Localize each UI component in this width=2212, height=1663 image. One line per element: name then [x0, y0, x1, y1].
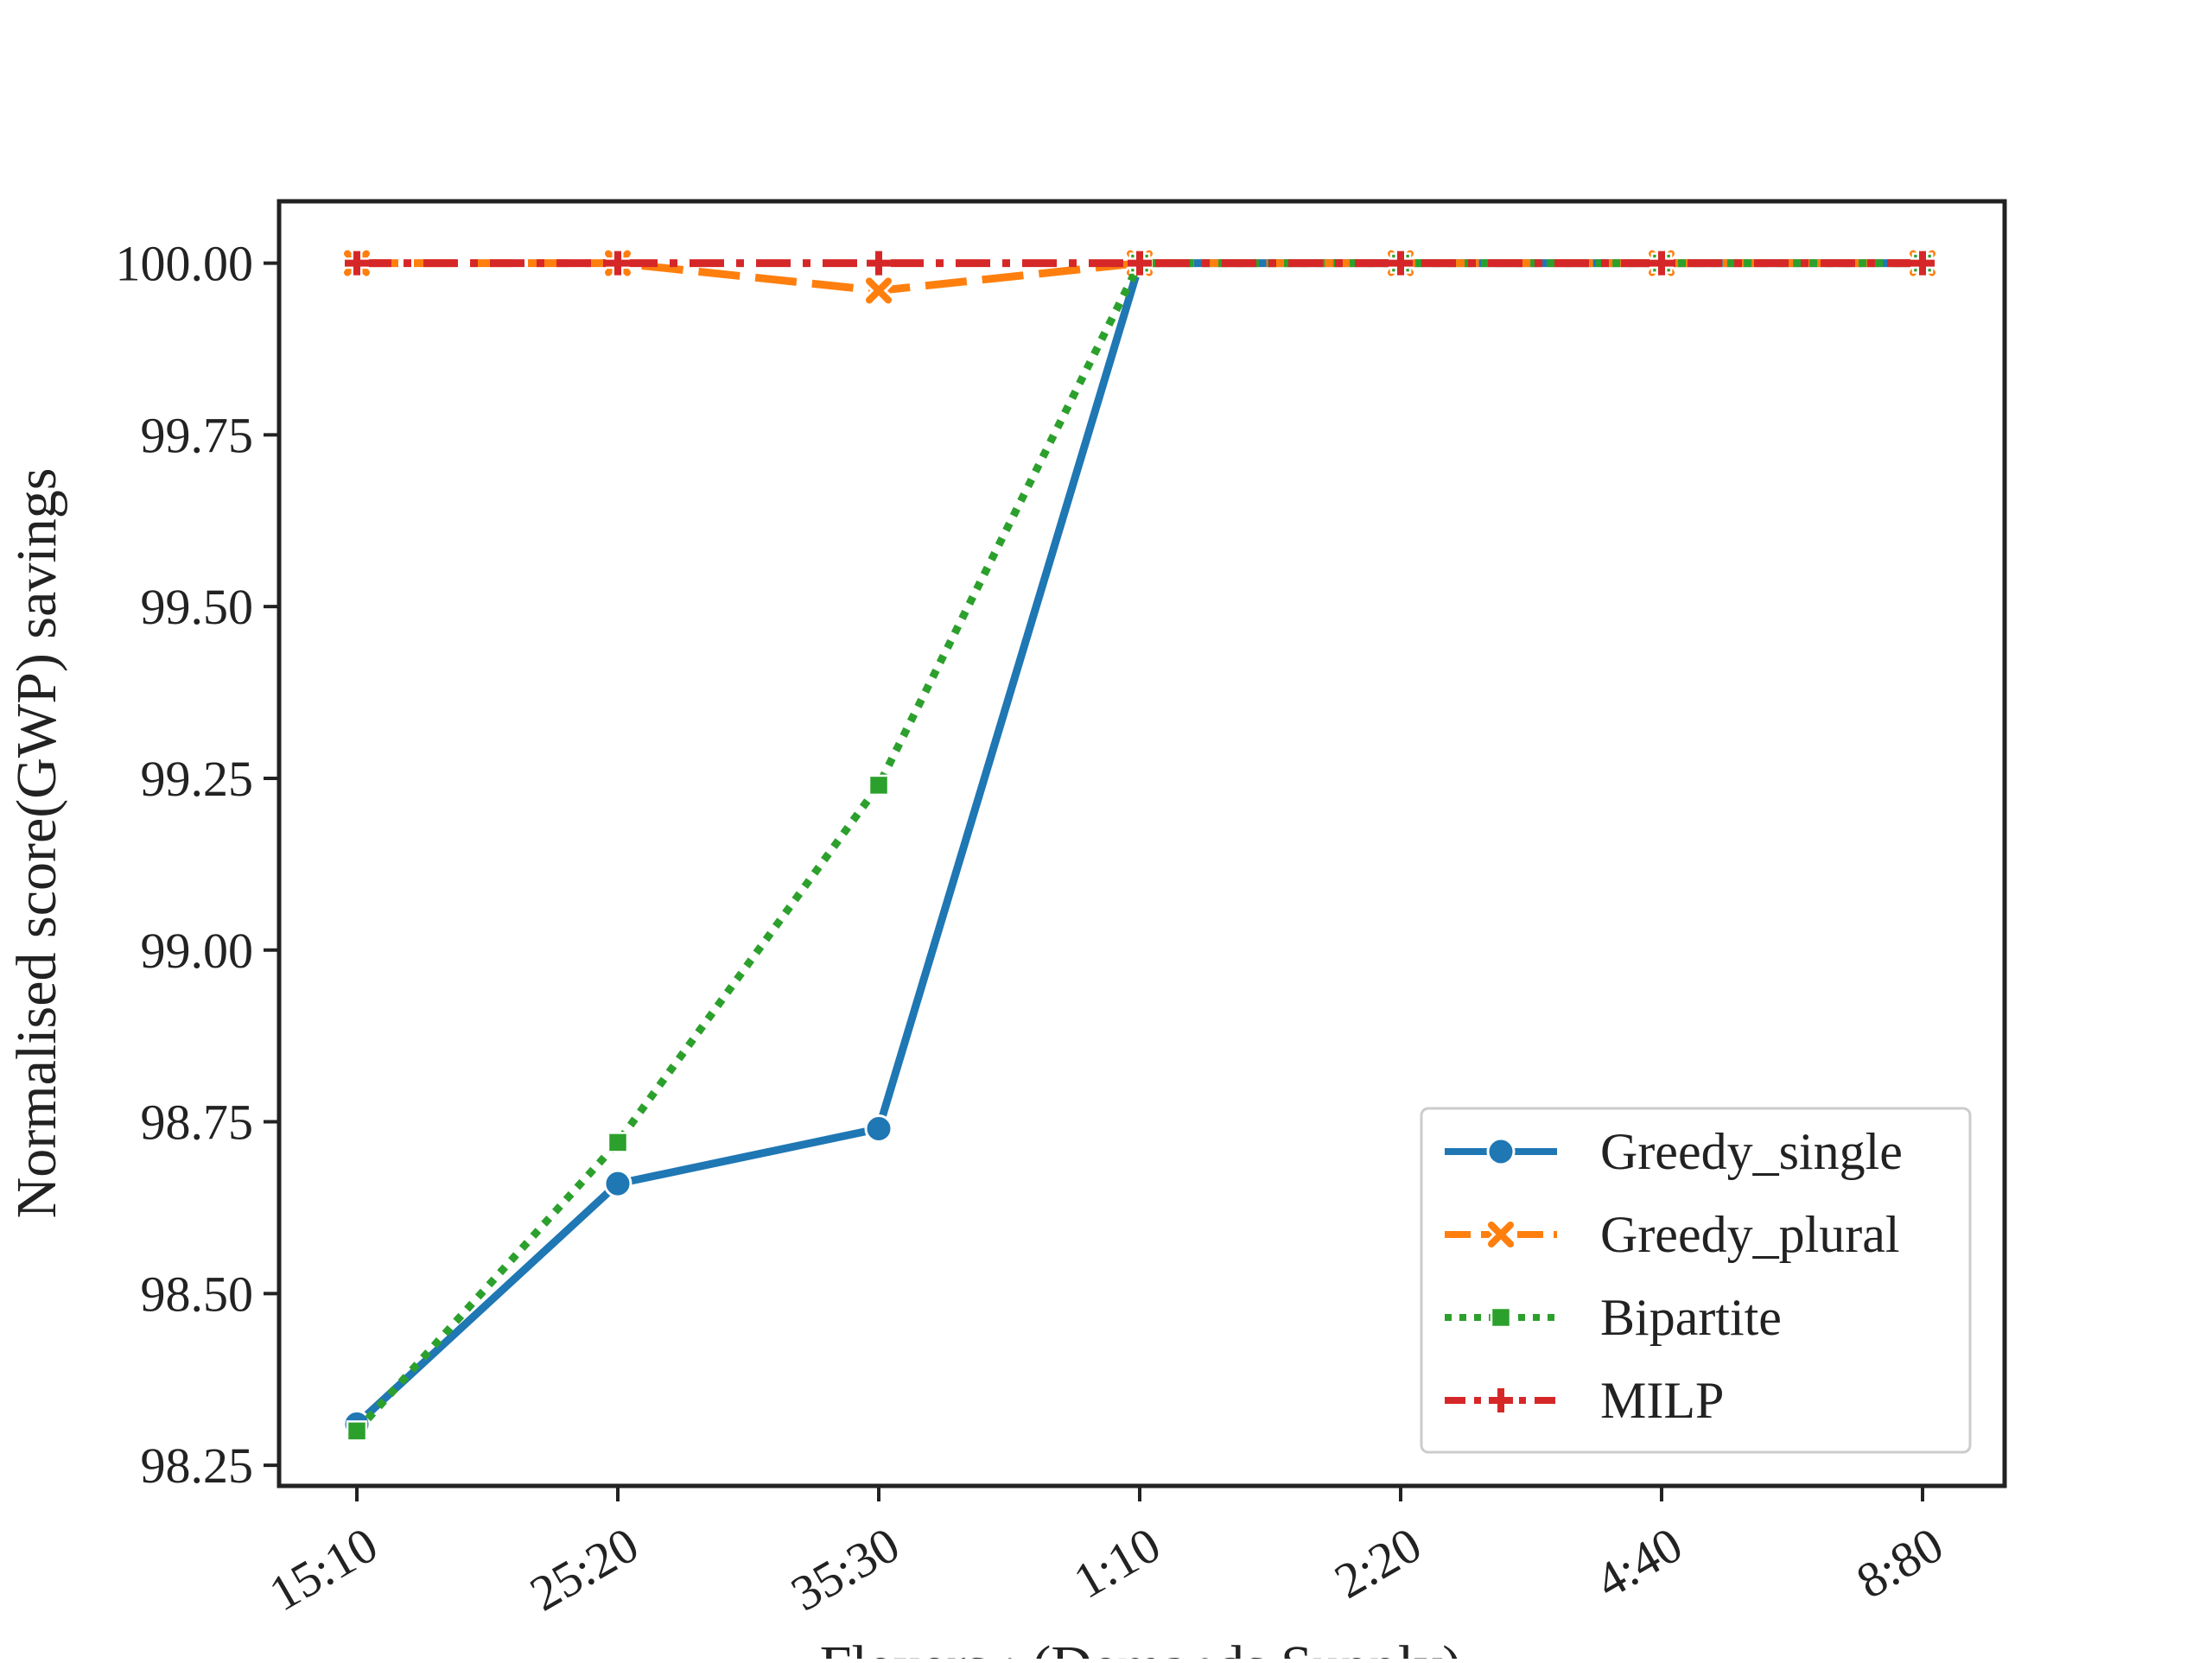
- x-tick-label-6: 8:80: [1847, 1516, 1953, 1609]
- y-tick-label-0: 98.25: [141, 1438, 254, 1494]
- legend: Greedy_single Greedy_plural Bipartite MILP: [1420, 1107, 1972, 1454]
- x-axis-label: Flexers : (Demands,Supply): [820, 1634, 1461, 1659]
- y-tick-label-3: 99.00: [141, 923, 254, 979]
- y-axis-label: Normalised score(GWP) savings: [5, 468, 68, 1219]
- y-tick-label-4: 99.25: [141, 751, 254, 807]
- y-tick-label-2: 98.75: [141, 1095, 254, 1151]
- legend-marker-bipartite: [1490, 1306, 1512, 1329]
- y-tick-label-5: 99.50: [141, 579, 254, 635]
- legend-marker-greedy-single: [1486, 1137, 1516, 1166]
- legend-label-greedy-single: Greedy_single: [1600, 1123, 1903, 1180]
- x-tick-label-5: 4:40: [1586, 1516, 1692, 1609]
- data-point-milp-1: [606, 251, 630, 276]
- data-point-milp-3: [1128, 251, 1152, 276]
- data-point-milp-2: [867, 251, 891, 276]
- data-point-bipartite-1: [607, 1132, 629, 1153]
- legend-label-greedy-plural: Greedy_plural: [1600, 1206, 1900, 1263]
- legend-label-bipartite: Bipartite: [1600, 1289, 1782, 1346]
- data-point-bipartite-0: [346, 1420, 368, 1442]
- data-point-greedy-single-2: [864, 1114, 893, 1144]
- y-tick-label-1: 98.50: [141, 1266, 254, 1322]
- x-tick-label-4: 2:20: [1325, 1516, 1431, 1609]
- x-tick-label-1: 25:20: [521, 1516, 648, 1622]
- data-point-greedy-plural-2: [863, 275, 894, 307]
- x-tick-label-0: 15:10: [260, 1516, 387, 1622]
- data-point-bipartite-2: [868, 774, 890, 797]
- y-tick-label-6: 99.75: [141, 407, 254, 463]
- data-point-milp-0: [345, 251, 369, 276]
- legend-label-milp: MILP: [1600, 1372, 1724, 1429]
- x-tick-label-2: 35:30: [782, 1516, 909, 1622]
- x-tick-label-3: 1:10: [1065, 1516, 1170, 1609]
- plot-frame: [276, 199, 2007, 1488]
- data-point-milp-6: [1910, 251, 1935, 276]
- legend-box: [1420, 1107, 1972, 1454]
- data-point-greedy-single-1: [603, 1169, 632, 1198]
- data-point-milp-4: [1389, 251, 1413, 276]
- legend-marker-milp: [1489, 1388, 1513, 1412]
- y-tick-label-7: 100.00: [116, 236, 254, 292]
- data-point-milp-5: [1649, 251, 1674, 276]
- plot-marks: [341, 247, 1938, 1442]
- legend-marker-greedy-plural: [1485, 1219, 1516, 1250]
